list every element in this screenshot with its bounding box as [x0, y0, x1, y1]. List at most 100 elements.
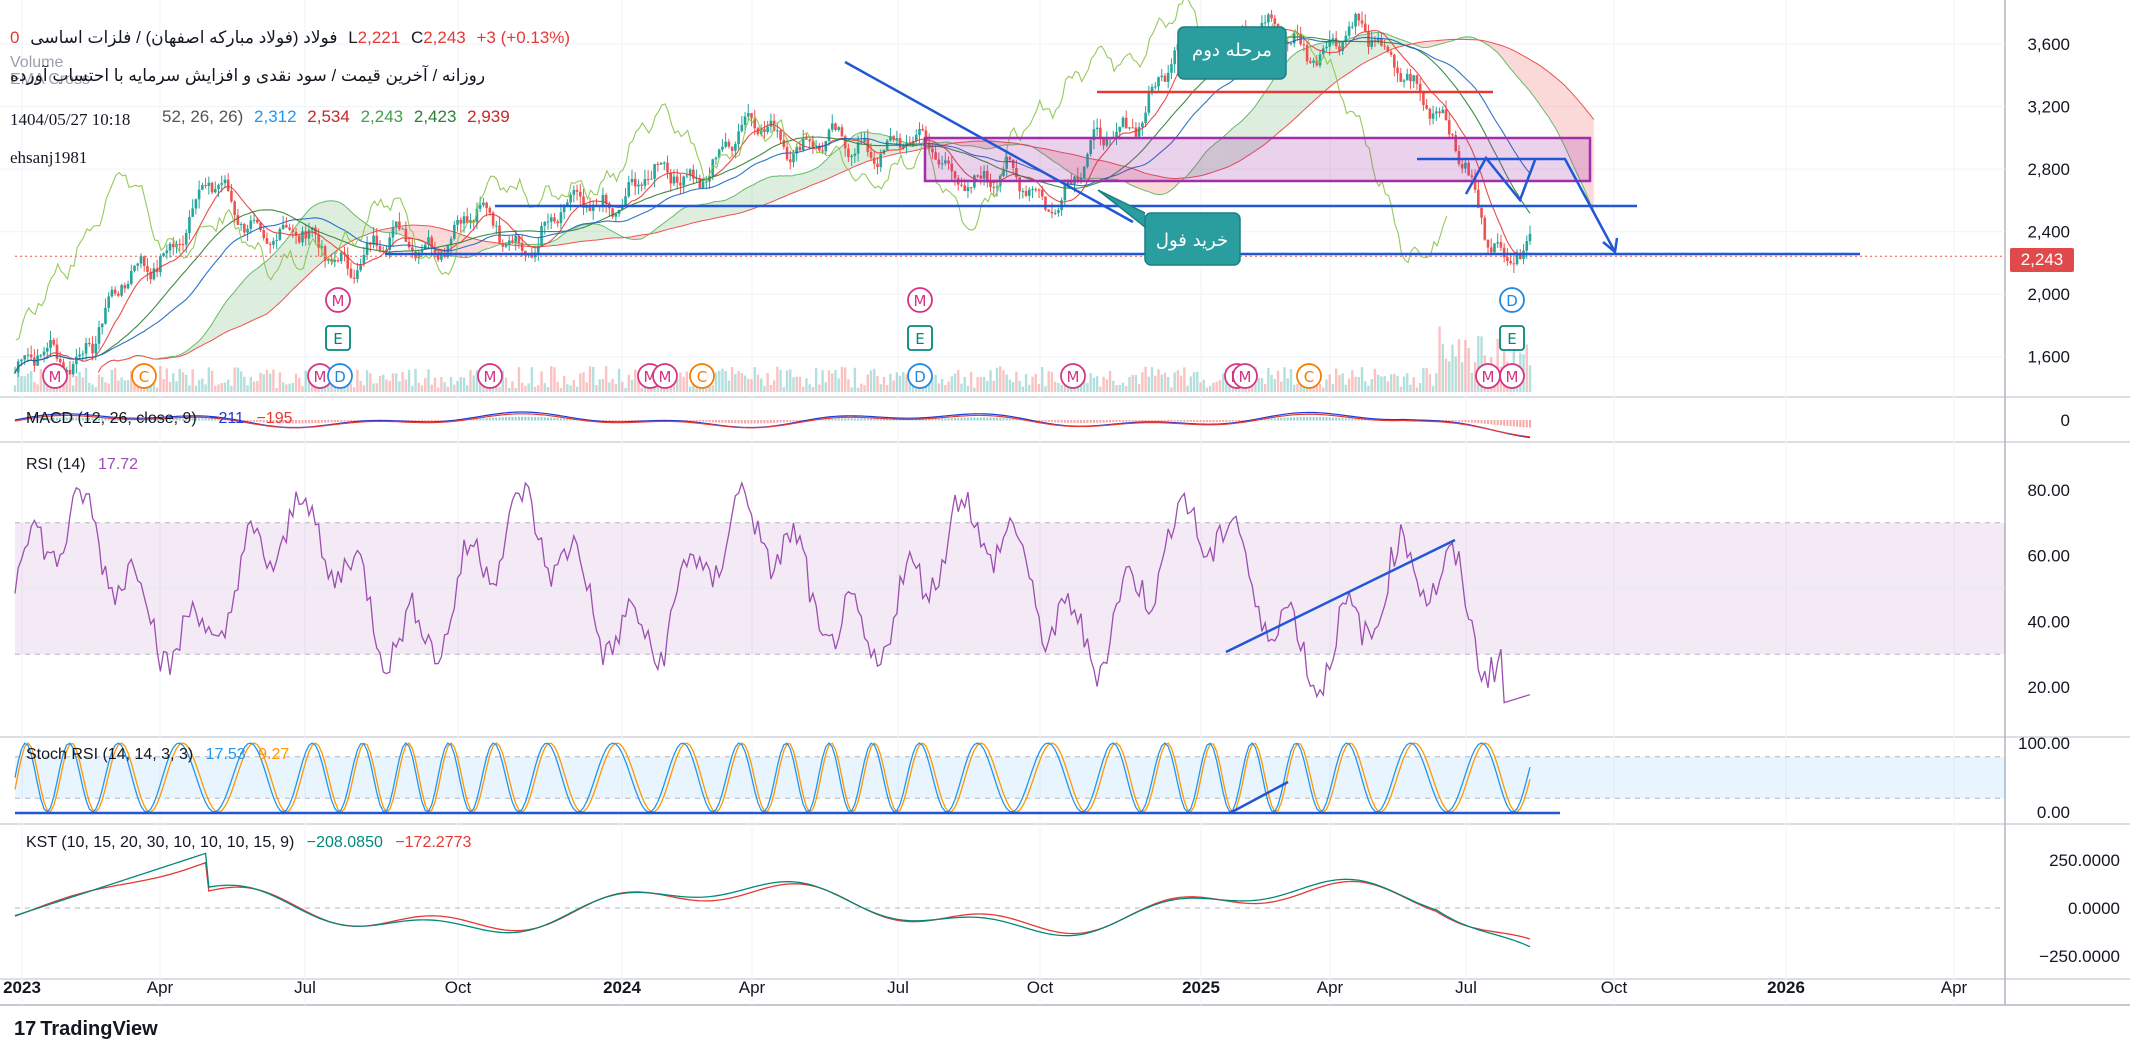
macd-histogram-bar [944, 418, 947, 421]
cloud-segment [634, 235, 638, 240]
volume-bar [747, 378, 750, 392]
volume-bar [356, 369, 359, 392]
target-arrowhead [1602, 237, 1619, 255]
volume-bar [950, 376, 953, 392]
event-markers[interactable]: MCMDMMMCDMMMCMMMMDEEE [42, 287, 1525, 389]
candle [91, 343, 94, 354]
macd-histogram-bar [702, 420, 705, 422]
macd-histogram-bar [989, 417, 992, 421]
event-marker-circle [477, 363, 503, 389]
volume-bar [511, 381, 514, 392]
macd-legend[interactable]: MACD (12, 26, close, 9) −211 −195 [26, 410, 301, 428]
rsi-legend[interactable]: RSI (14) 17.72 [26, 456, 146, 474]
candle [982, 171, 986, 179]
volume-bar [433, 377, 437, 392]
volume-legend[interactable]: Volume [10, 53, 69, 73]
volume-bar [78, 371, 81, 392]
cloud-segment [198, 338, 202, 348]
macd-histogram-bar [1487, 420, 1490, 425]
candle [1099, 127, 1102, 139]
support-resistance-levels[interactable] [385, 60, 1860, 256]
candle [129, 271, 133, 284]
macd-histogram-bar [340, 420, 343, 422]
macd-histogram-bar [714, 420, 717, 423]
cloud-segment [1267, 83, 1271, 143]
symbol-title[interactable]: فولاد (فولاد مبارکه اصفهان) / فلزات اساس… [30, 28, 338, 47]
candle [514, 235, 517, 242]
ichimoku-value-1: 2,312 [254, 107, 297, 126]
volume-bar [456, 380, 459, 392]
candle [1153, 86, 1157, 88]
earnings-marker-box [907, 325, 933, 351]
volume-bar [1331, 383, 1335, 392]
macd-histogram-bar [1092, 420, 1095, 423]
ichimoku-legend[interactable]: 52, 26, 26) 2,312 2,534 2,243 2,423 2,93… [162, 107, 516, 127]
macd-histogram-bar [524, 416, 527, 421]
candle [1357, 13, 1361, 21]
volume-bar [1202, 379, 1205, 392]
macd-histogram-bar [220, 419, 223, 421]
macd-histogram-bar [295, 420, 298, 424]
volume-bar [362, 385, 366, 392]
volume-bar [1167, 377, 1170, 392]
candle [960, 184, 963, 186]
event-marker-circle [131, 363, 157, 389]
cloud-segment [1332, 42, 1336, 85]
volume-bar [556, 381, 559, 392]
candle [336, 259, 340, 262]
macd-histogram-bar [1299, 417, 1302, 421]
price-axis[interactable]: 3,6003,2002,8002,4002,0001,600080.0060.0… [2018, 35, 2120, 966]
event-marker: D [907, 363, 933, 389]
volume-bar [1435, 373, 1438, 392]
cloud-segment [799, 173, 803, 191]
candle [1480, 207, 1483, 218]
macd-histogram-bar [333, 420, 336, 423]
buy-callout[interactable]: خرید فول [1097, 189, 1241, 266]
volume-bar [84, 367, 88, 392]
cloud-segment [598, 224, 603, 240]
volume-bar [944, 384, 947, 392]
candle [346, 254, 350, 269]
kst-legend[interactable]: KST (10, 15, 20, 30, 10, 10, 10, 15, 9) … [26, 834, 479, 852]
cloud-segment [686, 206, 690, 225]
cloud-segment [256, 266, 260, 319]
candle [1422, 92, 1425, 106]
volume-bar [191, 369, 194, 392]
macd-histogram-bar [62, 417, 65, 421]
downtrend-line[interactable] [844, 60, 1134, 224]
candle [449, 238, 453, 246]
cloud-segment [1542, 67, 1546, 113]
stage-callout[interactable]: مرحله دوم [1177, 26, 1287, 80]
macd-histogram-bar [1005, 418, 1008, 421]
macd-histogram-bar [156, 419, 159, 421]
macd-histogram-bar [689, 420, 692, 422]
volume-bar [905, 374, 908, 392]
candle [1347, 26, 1351, 36]
candle [834, 123, 837, 130]
cloud-segment [825, 157, 829, 180]
candle [876, 163, 879, 168]
pattern-lines[interactable] [1464, 155, 1537, 203]
volume-bar [582, 372, 585, 392]
macd-histogram-bar [320, 420, 323, 423]
cloud-segment [1209, 145, 1213, 174]
volume-bar [201, 378, 204, 392]
candle [49, 339, 52, 348]
volume-bar [275, 387, 278, 392]
macd-histogram-bar [608, 420, 611, 422]
volume-bar [472, 375, 475, 392]
volume-bar [1457, 339, 1461, 392]
time-axis[interactable]: 2023 Apr Jul Oct 2024 Apr Jul Oct 2025 Apr Jul Oct 2… [3, 978, 1967, 997]
macd-histogram-bar [488, 417, 491, 421]
macd-histogram-bar [779, 420, 782, 423]
volume-bar [1018, 380, 1021, 392]
volume-bar [475, 370, 479, 392]
macd-histogram-bar [1196, 420, 1199, 423]
target-arrow[interactable] [1417, 157, 1617, 253]
candle [1044, 196, 1047, 210]
tradingview-logo[interactable]: 17 TradingView [14, 1018, 158, 1041]
stoch-legend[interactable]: Stoch RSI (14, 14, 3, 3) 17.53 9.27 [26, 746, 297, 764]
volume-bar [759, 378, 763, 392]
ema-legend[interactable]: EMA Cross [10, 70, 96, 90]
cloud-segment [1503, 46, 1507, 64]
